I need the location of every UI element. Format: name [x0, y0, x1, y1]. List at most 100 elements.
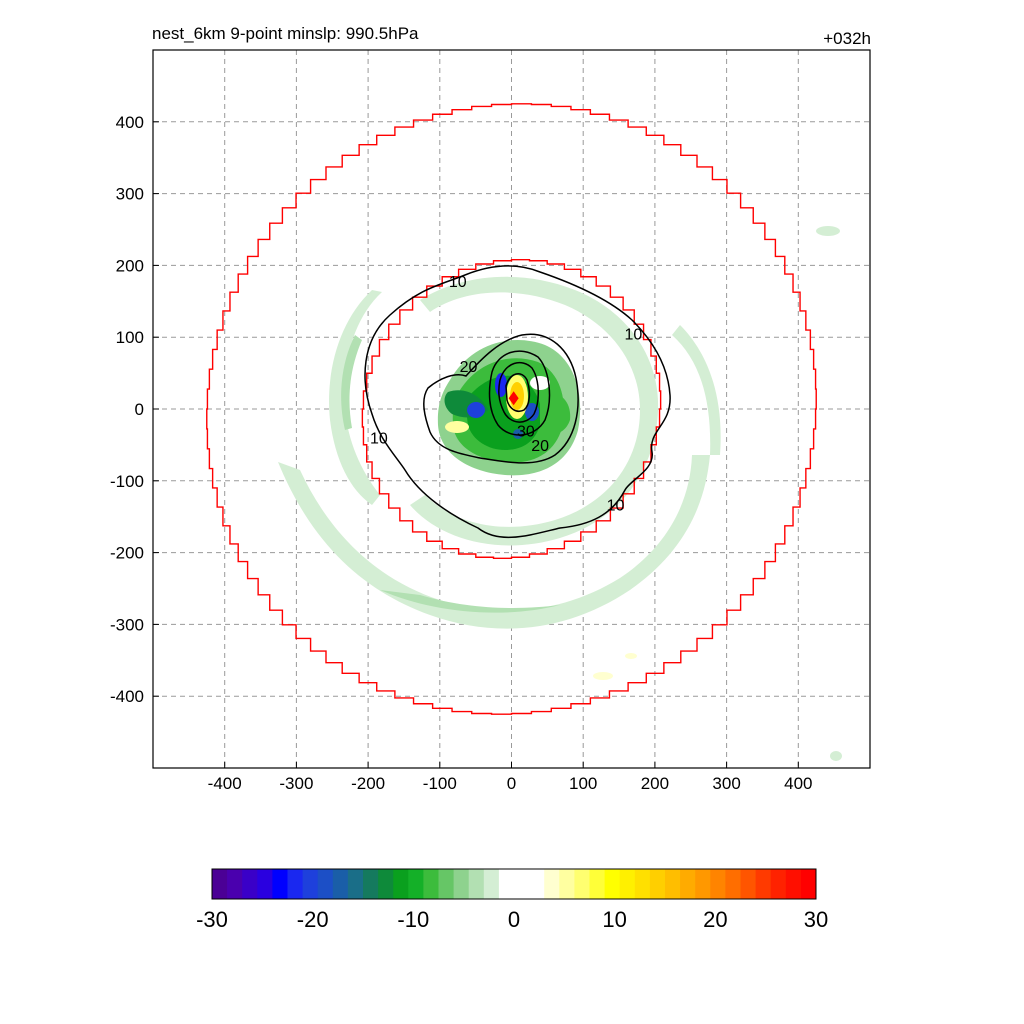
forecast-hour-label: +032h [823, 29, 871, 48]
colorbar-swatch [227, 869, 243, 899]
y-tick-label: 400 [116, 113, 144, 132]
colorbar-swatch [665, 869, 681, 899]
colorbar-swatch [649, 869, 666, 899]
colorbar-swatch [212, 869, 228, 899]
colorbar-swatch [710, 869, 726, 899]
colorbar-labels: -30 -20 -10 0 10 20 30 [196, 907, 828, 932]
contour-lines [364, 265, 671, 539]
shade-pale-patch [530, 376, 550, 390]
shade-blue-blob [495, 373, 507, 397]
shade-core-right-arm [540, 392, 571, 434]
y-tick-label: -400 [110, 687, 144, 706]
contour-20 [423, 333, 579, 464]
colorbar-tick-label: -10 [397, 907, 429, 932]
colorbar-swatch [725, 869, 741, 899]
colorbar-swatch [770, 869, 787, 899]
colorbar-swatch [574, 869, 590, 899]
inner-nest-boundary [361, 258, 662, 560]
shade-blue-blob [525, 403, 539, 421]
colorbar-swatch [559, 869, 575, 899]
colorbar-swatch [363, 869, 379, 899]
shade-left-band [329, 290, 382, 505]
shade-outer-band [278, 455, 710, 629]
chart-title: nest_6km 9-point minslp: 990.5hPa [152, 24, 419, 43]
colorbar-swatch [347, 869, 364, 899]
y-tick-label: 100 [116, 328, 144, 347]
shade-right-arc [672, 325, 721, 455]
nest-boundaries [206, 103, 817, 715]
colorbar-swatch [257, 869, 273, 899]
colorbar-swatch [680, 869, 696, 899]
colorbar-swatch [438, 869, 455, 899]
colorbar-swatch [242, 869, 258, 899]
grid-lines [153, 50, 870, 768]
colorbar-swatch [317, 869, 334, 899]
x-tick-label: -100 [423, 774, 457, 793]
shade-left-band-2 [341, 335, 362, 430]
shade-inner-ring [410, 276, 659, 546]
shade-speck [816, 226, 840, 236]
center-marker-point [508, 391, 519, 406]
colorbar-swatch [272, 869, 288, 899]
colorbar [211, 868, 817, 900]
colorbar-swatch [800, 869, 817, 899]
colorbar-swatch [468, 869, 485, 899]
colorbar-swatch [634, 869, 651, 899]
outer-nest-boundary [206, 103, 817, 715]
y-tick-label: 0 [135, 400, 144, 419]
colorbar-swatch [453, 869, 470, 899]
y-axis-ticks: 400 300 200 100 0 -100 -200 -300 -400 [110, 113, 159, 706]
x-tick-label: 0 [507, 774, 516, 793]
colorbar-swatch [332, 869, 349, 899]
contour-label: 20 [531, 438, 549, 455]
y-tick-label: 200 [116, 256, 144, 275]
colorbar-swatch [483, 869, 500, 899]
colorbar-swatch [604, 869, 621, 899]
x-tick-label: -400 [208, 774, 242, 793]
y-tick-label: 300 [116, 185, 144, 204]
colorbar-swatch [408, 869, 424, 899]
contour-30-b [498, 361, 539, 423]
contour-label: 30 [517, 424, 535, 441]
contour-10 [364, 265, 671, 539]
shaded-field [278, 226, 842, 761]
y-tick-label: -200 [110, 544, 144, 563]
x-tick-label: 300 [712, 774, 740, 793]
colorbar-swatch [619, 869, 636, 899]
shade-blue-blob [513, 429, 523, 439]
x-axis-ticks: -400 -300 -200 -100 0 100 200 300 400 [208, 762, 812, 793]
colorbar-swatch [740, 869, 757, 899]
x-tick-label: 200 [641, 774, 669, 793]
colorbar-tick-label: -30 [196, 907, 228, 932]
colorbar-tick-label: 0 [508, 907, 520, 932]
colorbar-swatch [785, 869, 802, 899]
colorbar-swatch [287, 869, 304, 899]
colorbar-tick-label: 20 [703, 907, 727, 932]
y-tick-label: -300 [110, 615, 144, 634]
colorbar-swatch [423, 869, 439, 899]
contour-label: 20 [460, 359, 478, 376]
colorbar-swatch [302, 869, 319, 899]
shade-blue-blob [467, 402, 485, 418]
shade-speck [593, 672, 613, 680]
x-tick-label: -300 [279, 774, 313, 793]
colorbar-tick-label: 30 [804, 907, 828, 932]
contour-label: 10 [449, 274, 467, 291]
x-tick-label: 100 [569, 774, 597, 793]
colorbar-swatch [695, 869, 711, 899]
contour-30-c [505, 373, 531, 412]
colorbar-swatch [378, 869, 394, 899]
colorbar-swatch [589, 869, 606, 899]
y-tick-label: -100 [110, 472, 144, 491]
colorbar-swatch [544, 869, 560, 899]
colorbar-swatch [755, 869, 772, 899]
contour-label: 10 [370, 431, 388, 448]
colorbar-tick-label: -20 [297, 907, 329, 932]
contour-label: 10 [624, 327, 642, 344]
storm-center-marker [508, 391, 519, 406]
shade-outer-band-inner [380, 590, 560, 613]
contour-30-a [488, 350, 551, 436]
colorbar-swatch [529, 869, 545, 899]
